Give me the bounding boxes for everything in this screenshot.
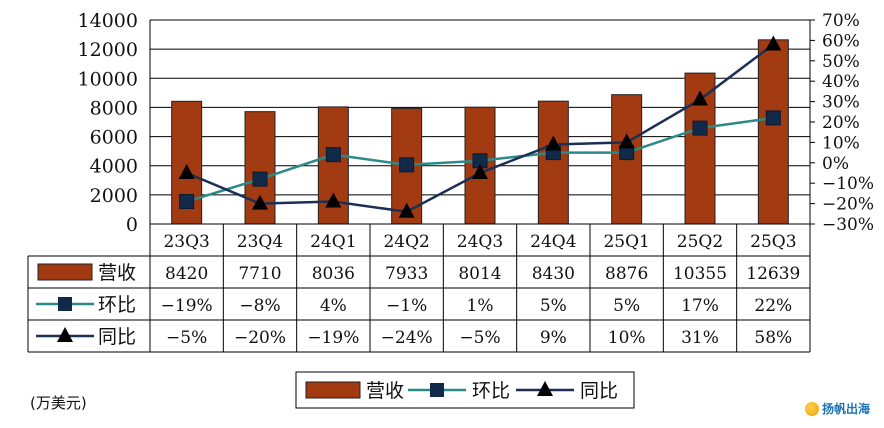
data-label: −20% — [234, 328, 286, 348]
yoy-marker — [178, 164, 195, 179]
qoq-marker — [325, 147, 341, 163]
y-right-tick-label: −30% — [822, 215, 874, 235]
data-label: 5% — [613, 296, 640, 316]
legend-yoy-marker — [537, 381, 553, 396]
logo-icon — [804, 401, 819, 416]
yoy-marker — [618, 133, 635, 149]
data-label: 7933 — [385, 264, 428, 284]
data-label: 5% — [540, 296, 567, 316]
yoy-key-label: 同比 — [98, 326, 136, 348]
y-left-tick-label: 10000 — [78, 68, 138, 90]
y-left-tick-label: 6000 — [90, 127, 138, 149]
data-label: 4% — [320, 296, 347, 316]
legend-qoq-marker — [430, 383, 444, 397]
legend-yoy-label: 同比 — [580, 380, 618, 402]
data-label: 7710 — [238, 264, 281, 284]
y-left-tick-label: 14000 — [78, 10, 138, 32]
data-label: −24% — [381, 328, 433, 348]
y-right-tick-label: −10% — [822, 174, 874, 194]
qoq-key-marker — [58, 297, 72, 311]
unit-label: (万美元) — [30, 394, 87, 412]
yoy-marker — [692, 90, 708, 106]
data-label: 8036 — [312, 264, 355, 284]
data-label: −5% — [166, 328, 207, 348]
yoy-key-marker — [57, 327, 73, 342]
x-tick-label: 25Q2 — [677, 232, 723, 252]
y-left-tick-label: 12000 — [78, 39, 138, 61]
x-tick-label: 24Q1 — [310, 232, 356, 252]
y-right-tick-label: 30% — [822, 93, 860, 113]
x-tick-label: 24Q3 — [457, 232, 503, 252]
data-label: 10% — [608, 328, 646, 348]
y-right-tick-label: 10% — [822, 133, 860, 153]
watermark: 扬帆出海 — [804, 400, 870, 417]
y-left-tick-label: 8000 — [90, 97, 138, 119]
revenue-bar — [537, 100, 569, 225]
y-left-tick-label: 2000 — [90, 185, 138, 207]
y-right-tick-label: 40% — [822, 72, 860, 92]
data-label: 17% — [681, 296, 719, 316]
y-left-tick-label: 4000 — [90, 156, 138, 178]
data-label: −19% — [161, 296, 213, 316]
y-right-tick-label: 20% — [822, 113, 860, 133]
data-label: 8876 — [605, 264, 648, 284]
y-right-tick-label: 0% — [822, 154, 849, 174]
qoq-key-label: 环比 — [98, 294, 136, 316]
yoy-marker — [472, 164, 488, 179]
legend-revenue-label: 营收 — [366, 380, 404, 402]
data-label: 8014 — [458, 264, 501, 284]
data-label: 9% — [540, 328, 567, 348]
data-label: 8430 — [532, 264, 575, 284]
data-label: 10355 — [673, 264, 727, 284]
x-tick-label: 23Q3 — [163, 232, 209, 252]
y-right-tick-label: 60% — [822, 31, 860, 51]
data-label: 8420 — [165, 264, 208, 284]
y-right-tick-label: −20% — [822, 195, 874, 215]
data-label: −19% — [307, 328, 359, 348]
qoq-marker — [399, 157, 415, 173]
data-label: 1% — [467, 296, 494, 316]
yoy-marker — [398, 202, 415, 218]
yoy-marker — [325, 192, 342, 208]
legend-qoq-label: 环比 — [472, 380, 510, 402]
qoq-marker — [692, 120, 708, 136]
data-label: −5% — [459, 328, 500, 348]
revenue-bar — [757, 39, 789, 225]
legend-revenue-swatch — [305, 381, 361, 399]
revenue-key-swatch — [37, 263, 93, 281]
qoq-marker — [765, 110, 781, 126]
x-tick-label: 24Q4 — [530, 232, 576, 252]
qoq-marker — [179, 194, 195, 210]
yoy-marker — [765, 35, 782, 51]
data-label: 58% — [754, 328, 792, 348]
data-label: 12639 — [746, 264, 800, 284]
x-tick-label: 25Q3 — [750, 232, 796, 252]
qoq-marker — [252, 171, 268, 187]
data-label: −1% — [386, 296, 427, 316]
watermark-text: 扬帆出海 — [821, 402, 870, 416]
y-right-tick-label: 70% — [822, 11, 860, 31]
data-label: 31% — [681, 328, 719, 348]
yoy-marker — [545, 135, 562, 151]
data-label: 22% — [754, 296, 792, 316]
revenue-key-label: 营收 — [98, 262, 136, 284]
y-left-tick-label: 0 — [126, 214, 138, 236]
x-tick-label: 25Q1 — [603, 232, 649, 252]
data-label: −8% — [239, 296, 280, 316]
x-tick-label: 23Q4 — [237, 232, 283, 252]
y-right-tick-label: 50% — [822, 52, 860, 72]
x-tick-label: 24Q2 — [383, 232, 429, 252]
yoy-marker — [252, 194, 268, 210]
